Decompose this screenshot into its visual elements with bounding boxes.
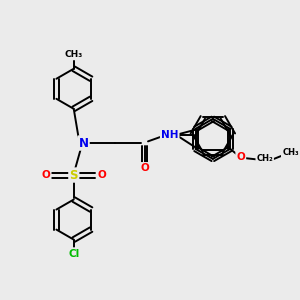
Text: Cl: Cl bbox=[68, 248, 80, 259]
Text: O: O bbox=[140, 163, 149, 173]
Text: S: S bbox=[70, 169, 78, 182]
Text: NH: NH bbox=[161, 130, 178, 140]
Text: O: O bbox=[97, 170, 106, 180]
Text: O: O bbox=[41, 170, 50, 180]
Text: N: N bbox=[79, 136, 88, 149]
Text: CH₃: CH₃ bbox=[283, 148, 300, 157]
Text: CH₂: CH₂ bbox=[256, 154, 273, 164]
Text: CH₃: CH₃ bbox=[64, 50, 83, 59]
Text: O: O bbox=[236, 152, 245, 162]
